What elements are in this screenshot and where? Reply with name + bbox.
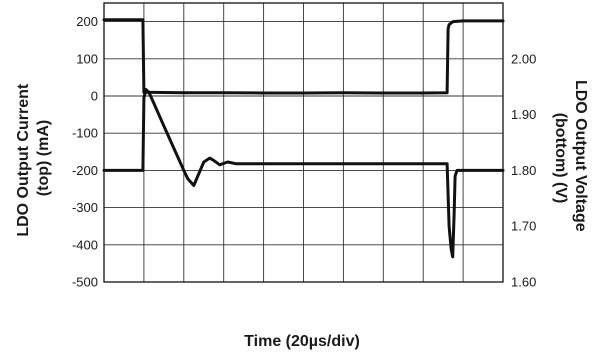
left-tick-label: -500: [72, 275, 98, 290]
grid: [104, 3, 503, 282]
left-tick-label: -400: [72, 237, 98, 252]
left-tick-label: 200: [76, 14, 98, 29]
right-tick-label: 2.00: [511, 51, 536, 66]
output-current-trace: [102, 18, 505, 95]
right-tick-label: 1.60: [511, 275, 536, 290]
left-tick-label: 0: [91, 89, 98, 104]
output-voltage-trace: [102, 88, 505, 259]
left-tick-label: -300: [72, 200, 98, 215]
left-axis-title-line-1: LDO Output Current: [15, 83, 32, 237]
left-tick-label: -200: [72, 163, 98, 178]
right-tick-label: 1.70: [511, 219, 536, 234]
left-tick-label: 100: [76, 51, 98, 66]
x-axis-title: Time (20µs/div): [244, 333, 360, 350]
right-tick-label: 1.90: [511, 107, 536, 122]
left-tick-label: -100: [72, 126, 98, 141]
right-axis-ticks: 2.00 1.90 1.80 1.70 1.60: [511, 51, 536, 289]
traces: [102, 18, 505, 259]
right-axis-title-line-2: (bottom) (V): [552, 113, 569, 204]
left-axis-title: LDO Output Current (top) (mA): [15, 79, 52, 236]
left-axis-title-line-2: (top) (mA): [35, 120, 52, 196]
right-axis-title-line-1: LDO Output Voltage: [572, 80, 589, 232]
left-axis-ticks: 200 100 0 -100 -200 -300 -400 -500: [72, 14, 98, 289]
plot-frame: [103, 2, 504, 283]
right-axis-title: LDO Output Voltage (bottom) (V): [552, 80, 589, 236]
right-tick-label: 1.80: [511, 163, 536, 178]
